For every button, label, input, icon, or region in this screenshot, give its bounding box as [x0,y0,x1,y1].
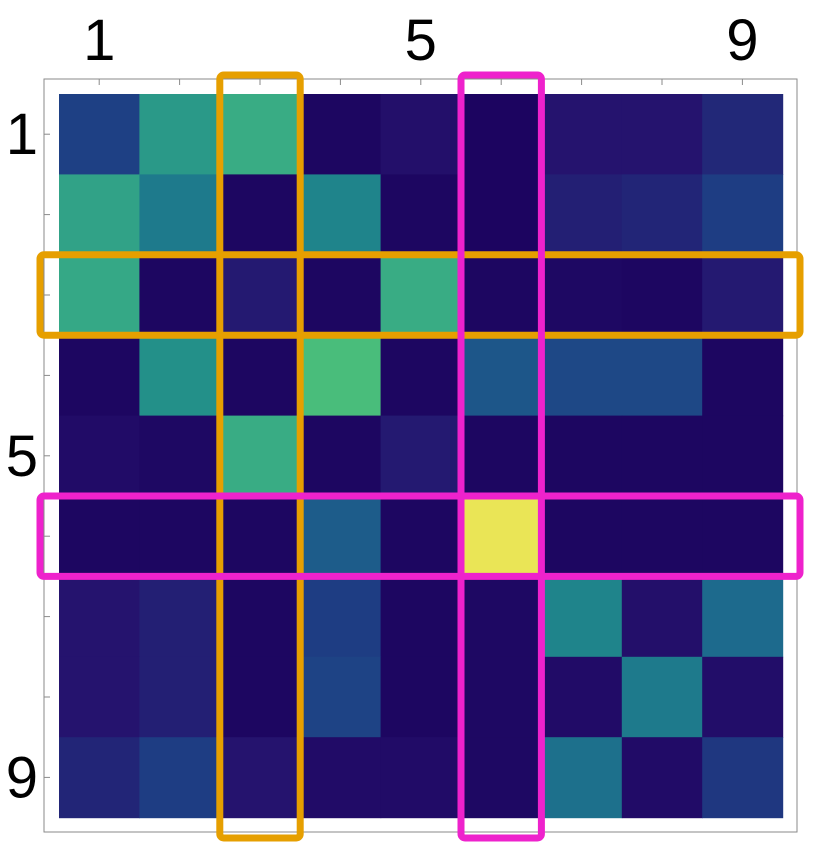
heatmap-cell-r7-c2 [139,576,221,658]
heatmap-cell-r8-c5 [380,656,462,738]
heatmap-cell-r1-c2 [139,94,221,175]
heatmap-cell-r9-c3 [219,737,301,819]
heatmap-cell-r8-c6 [461,656,542,738]
heatmap-cells [59,94,784,819]
heatmap-cell-r3-c4 [300,254,382,336]
heatmap-cell-r3-c8 [621,254,703,336]
heatmap-cell-r1-c3 [219,94,301,175]
heatmap-cell-r8-c2 [139,656,221,738]
heatmap-cell-r3-c7 [541,254,623,336]
heatmap-cell-r4-c4 [300,335,382,417]
x-tick-label: 5 [405,8,437,73]
heatmap-cell-r5-c5 [380,415,462,497]
highlight-column-3 [216,71,304,842]
heatmap-cell-r5-c4 [300,415,382,497]
heatmap-cell-r7-c6 [461,576,542,658]
heatmap-cell-r2-c7 [541,174,623,256]
heatmap-cell-r6-c5 [380,496,462,577]
heatmap-cell-r5-c1 [59,415,140,497]
highlight-column-6 [457,71,545,842]
heatmap-cell-r6-c2 [139,496,221,577]
heatmap-cell-r7-c9 [702,576,784,658]
heatmap-cell-r1-c1 [59,94,140,175]
highlight-boxes [36,71,804,842]
heatmap-cell-r7-c5 [380,576,462,658]
heatmap-cell-r6-c8 [621,496,703,577]
heatmap-cell-r2-c4 [300,174,382,256]
heatmap-cell-r1-c4 [300,94,382,175]
heatmap-cell-r4-c5 [380,335,462,417]
y-tick-label: 1 [6,102,38,167]
heatmap-cell-r1-c9 [702,94,784,175]
heatmap-cell-r4-c3 [219,335,301,417]
heatmap-cell-r2-c8 [621,174,703,256]
heatmap-cell-r1-c5 [380,94,462,175]
heatmap-cell-r8-c1 [59,656,140,738]
heatmap-cell-r3-c9 [702,254,784,336]
heatmap-cell-r8-c3 [219,656,301,738]
heatmap-cell-r7-c1 [59,576,140,658]
heatmap-cell-r5-c2 [139,415,221,497]
heatmap-cell-r3-c5 [380,254,462,336]
highlight-row-6 [36,492,804,580]
heatmap-cell-r5-c7 [541,415,623,497]
heatmap-cell-r9-c4 [300,737,382,819]
heatmap-cell-r9-c7 [541,737,623,819]
heatmap-cell-r5-c9 [702,415,784,497]
heatmap-cell-r8-c9 [702,656,784,738]
heatmap-cell-r9-c2 [139,737,221,819]
heatmap-cell-r4-c2 [139,335,221,417]
heatmap-cell-r9-c6 [461,737,542,819]
heatmap-cell-r4-c6 [461,335,542,417]
heatmap-cell-r5-c3 [219,415,301,497]
heatmap-cell-r9-c1 [59,737,140,819]
heatmap-cell-r2-c9 [702,174,784,256]
y-tick-label: 9 [6,745,38,810]
heatmap-cell-r6-c9 [702,496,784,577]
x-tick-label: 9 [726,8,758,73]
heatmap-cell-r9-c9 [702,737,784,819]
heatmap-cell-r8-c8 [621,656,703,738]
heatmap-cell-r1-c6 [461,94,542,175]
heatmap-cell-r6-c4 [300,496,382,577]
heatmap-cell-r5-c6 [461,415,542,497]
heatmap-cell-r6-c1 [59,496,140,577]
x-tick-label: 1 [83,8,115,73]
heatmap-cell-r4-c8 [621,335,703,417]
heatmap-cell-r1-c7 [541,94,623,175]
heatmap-cell-r7-c8 [621,576,703,658]
heatmap-cell-r2-c1 [59,174,140,256]
heatmap-cell-r4-c7 [541,335,623,417]
heatmap-cell-r2-c2 [139,174,221,256]
heatmap-cell-r3-c1 [59,254,140,336]
heatmap-cell-r3-c3 [219,254,301,336]
heatmap-cell-r2-c6 [461,174,542,256]
heatmap-cell-r7-c3 [219,576,301,658]
y-tick-marks [44,133,50,778]
heatmap-cell-r1-c8 [621,94,703,175]
heatmap-cell-r3-c2 [139,254,221,336]
heatmap-cell-r4-c1 [59,335,140,417]
y-tick-label: 5 [6,424,38,489]
heatmap-cell-r5-c8 [621,415,703,497]
y-tick-labels: 1 5 9 [6,102,38,810]
heatmap-cell-r6-c7 [541,496,623,577]
heatmap-cell-r6-c3 [219,496,301,577]
heatmap-cell-r2-c5 [380,174,462,256]
heatmap-cell-r9-c5 [380,737,462,819]
heatmap-cell-r3-c6 [461,254,542,336]
heatmap-cell-r7-c7 [541,576,623,658]
heatmap-cell-r8-c4 [300,656,382,738]
heatmap-cell-r9-c8 [621,737,703,819]
heatmap-cell-r2-c3 [219,174,301,256]
heatmap-cell-r8-c7 [541,656,623,738]
heatmap-cell-r4-c9 [702,335,784,417]
x-tick-labels: 1 5 9 [83,8,758,73]
x-tick-marks [98,79,743,85]
heatmap-cell-r6-c6 [461,496,542,577]
heatmap-cell-r7-c4 [300,576,382,658]
highlight-row-3 [36,251,804,339]
